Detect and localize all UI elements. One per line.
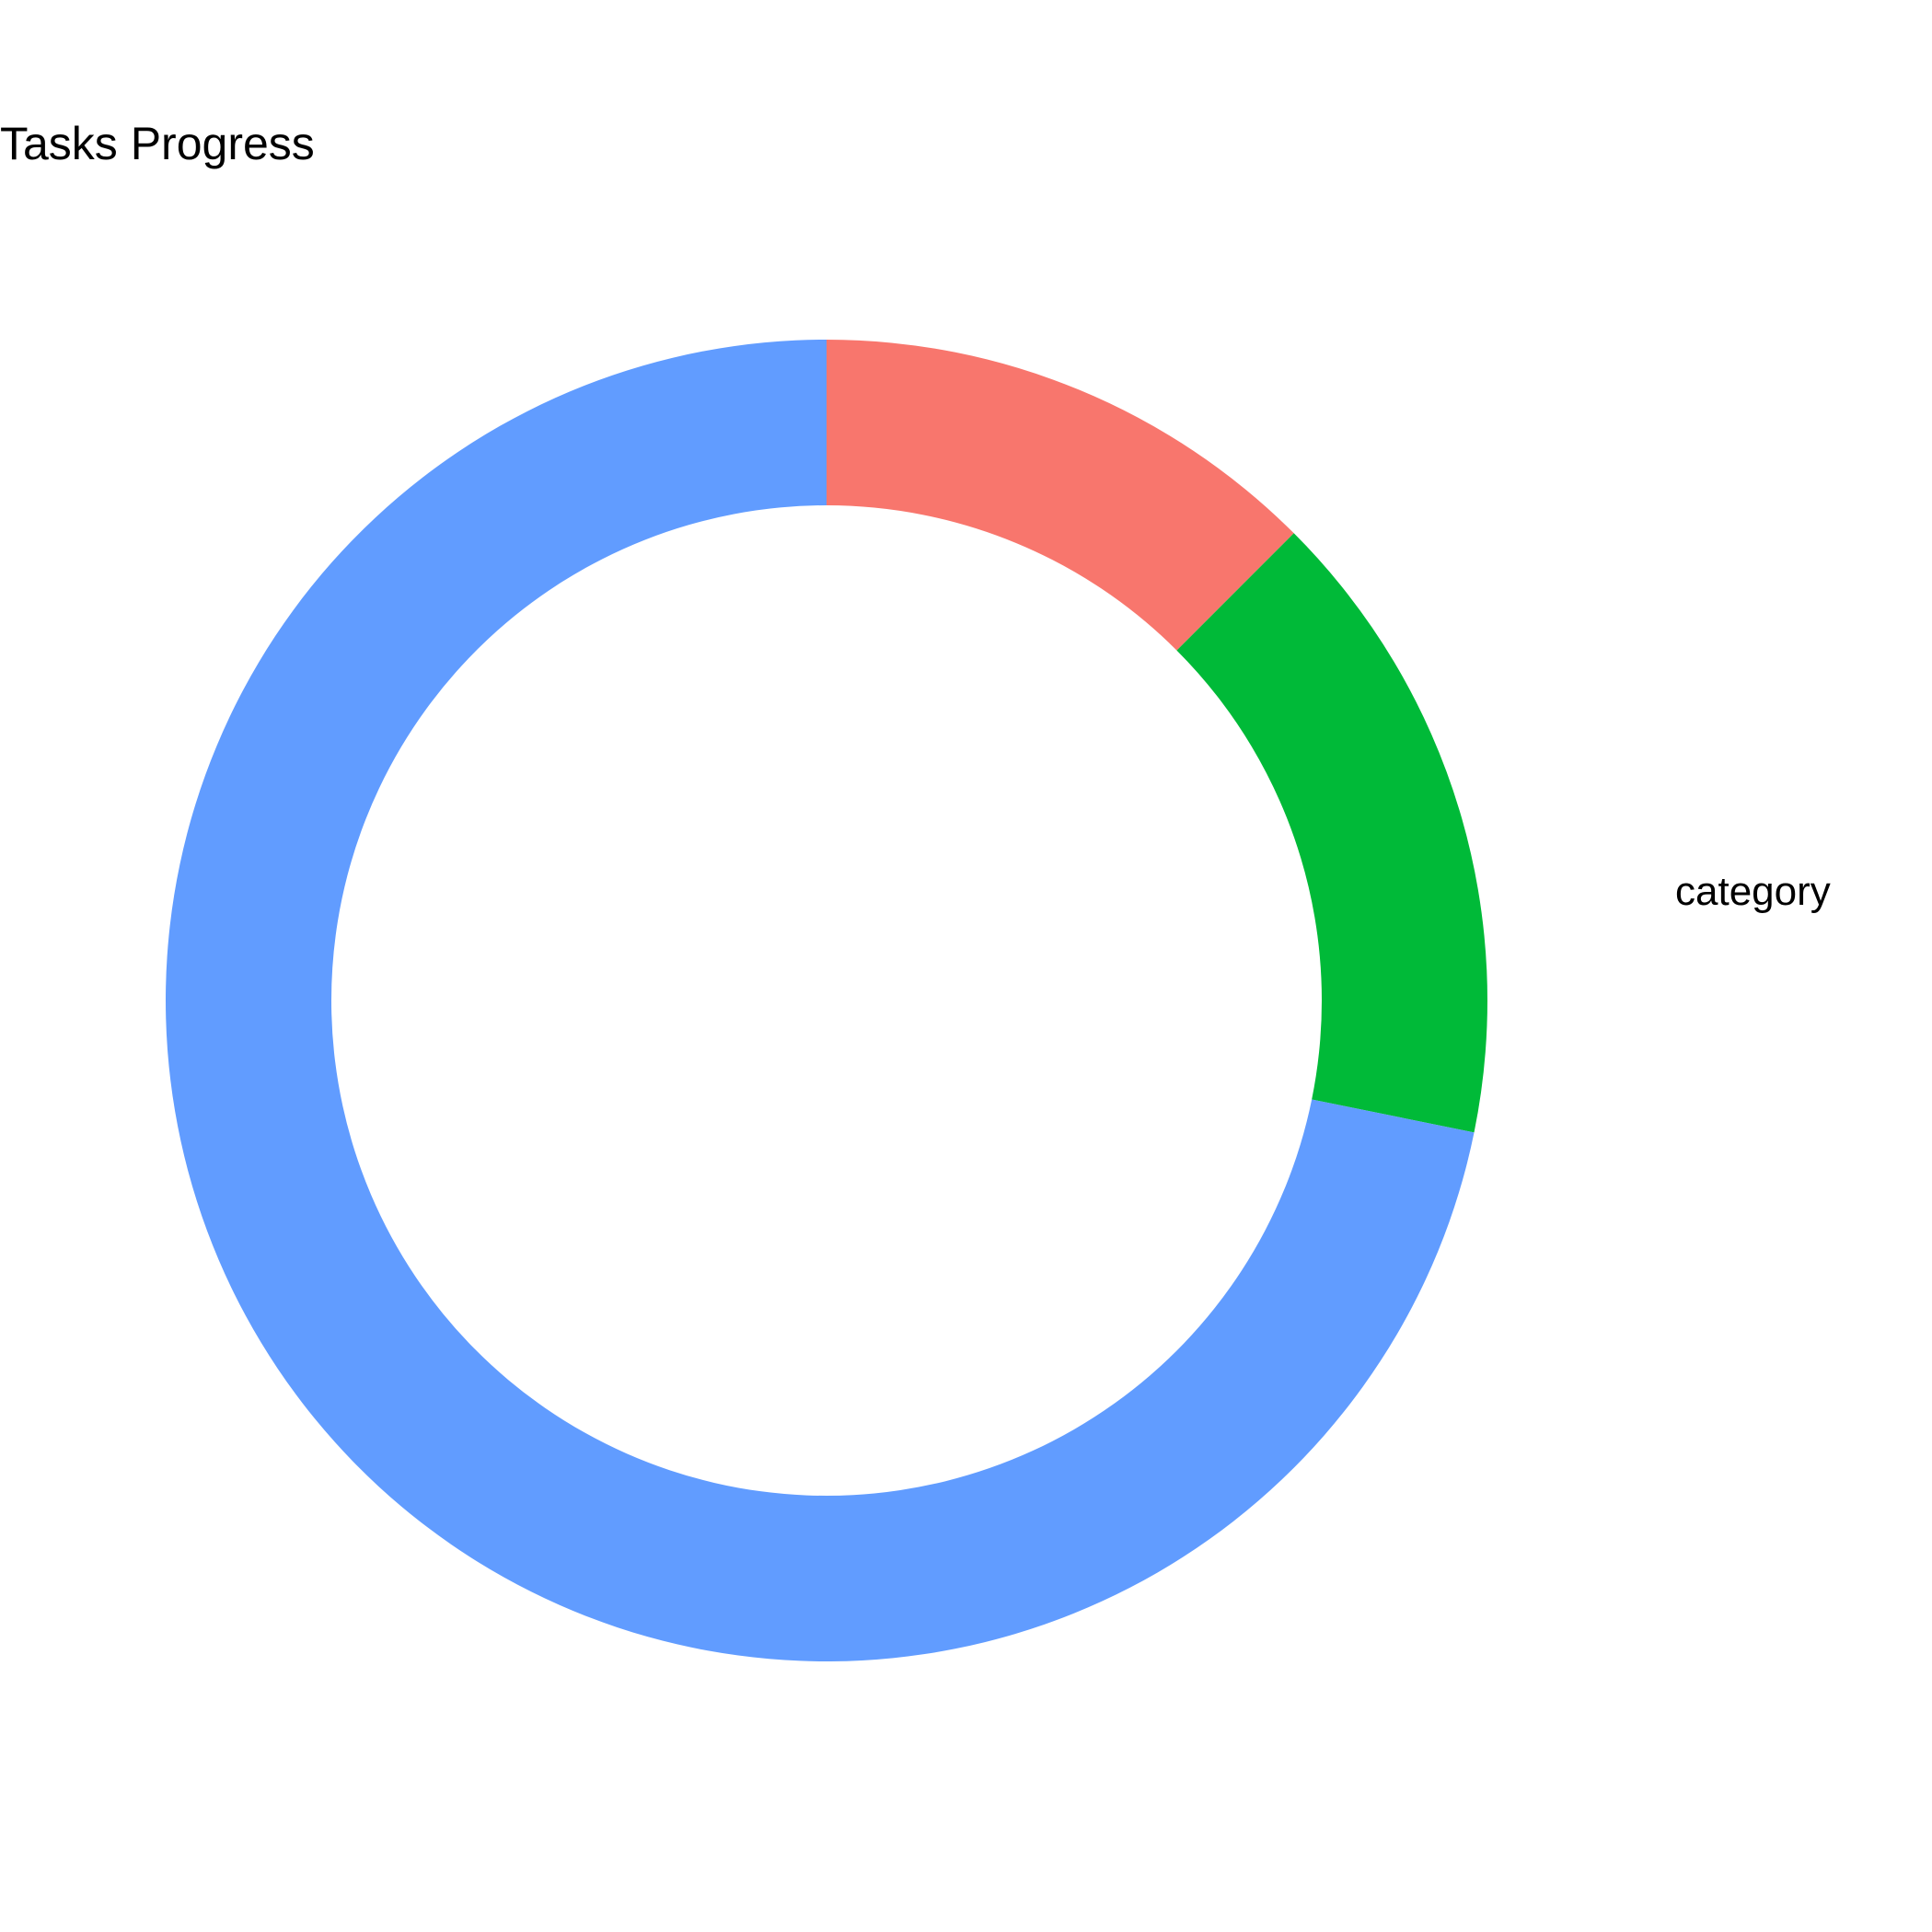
donut-slices	[165, 340, 1487, 1661]
chart-title: Tasks Progress	[0, 118, 315, 169]
donut-slice-in-progress	[1176, 533, 1487, 1133]
legend-title: category	[1675, 869, 1831, 914]
donut-slice-completed	[827, 340, 1294, 651]
legend: category	[1675, 869, 1831, 914]
